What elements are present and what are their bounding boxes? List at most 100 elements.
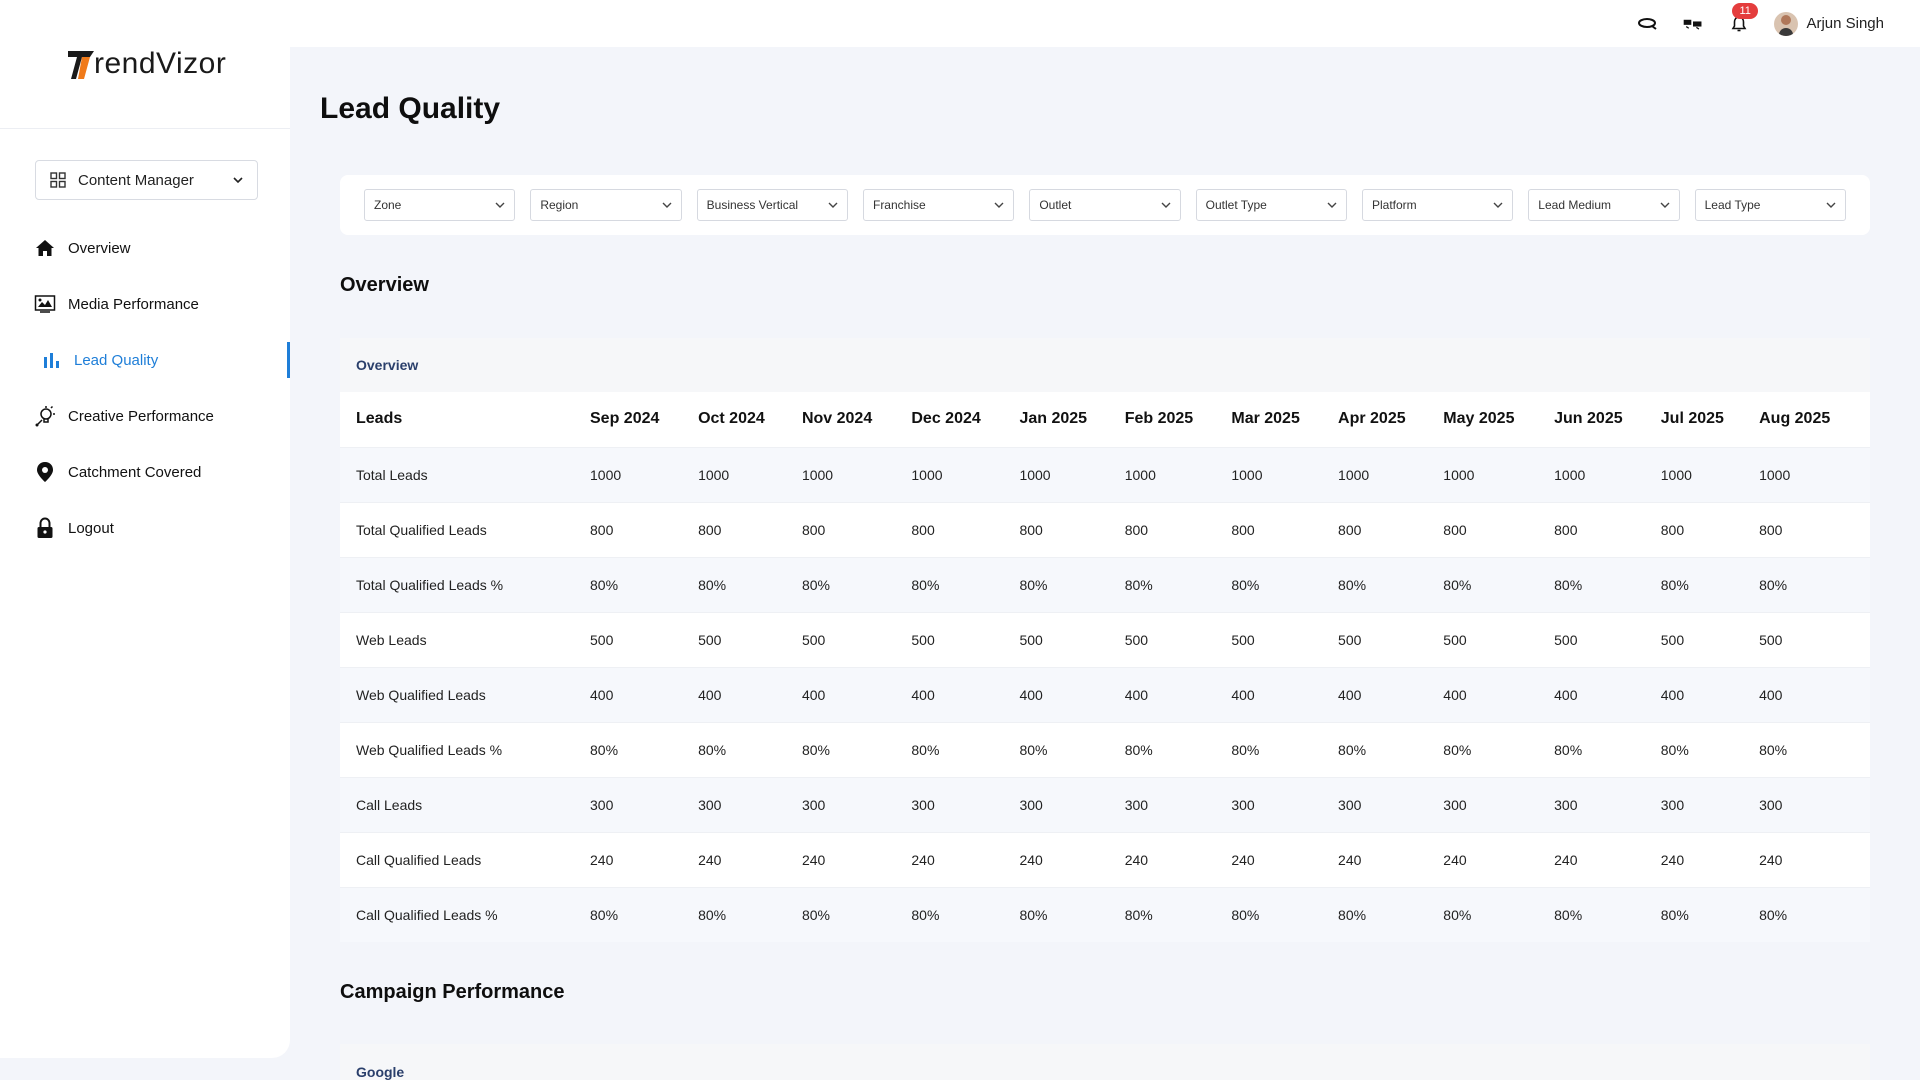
logo-area: rendVizor	[0, 0, 290, 129]
sidebar-item-overview[interactable]: Overview	[0, 220, 290, 276]
filter-platform[interactable]: Platform	[1361, 189, 1514, 221]
table-cell: 80%	[698, 556, 802, 612]
filter-lead-medium[interactable]: Lead Medium	[1528, 189, 1680, 221]
column-header: Oct 2024	[698, 392, 802, 447]
table-row: Web Leads 500 500 500 500 500 500 500 500 500 500 5…	[340, 611, 1870, 667]
table-cell: 400	[590, 666, 699, 722]
table-cell: 400	[1759, 666, 1870, 722]
chevron-down-icon	[828, 202, 838, 208]
overview-card: Overview Leads Sep 2024 Oct 2024 Nov 202…	[340, 338, 1870, 942]
row-label: Call Qualified Leads %	[340, 886, 590, 942]
table-header-row: Leads Sep 2024 Oct 2024 Nov 2024 Dec 202…	[340, 392, 1870, 447]
table-cell: 240	[1554, 831, 1661, 887]
table-cell: 500	[1019, 611, 1125, 667]
filter-business-vertical[interactable]: Business Vertical	[696, 189, 848, 221]
table-cell: 80%	[698, 721, 802, 777]
table-cell: 800	[1338, 501, 1444, 557]
table-cell: 240	[1124, 831, 1232, 887]
table-cell: 80%	[590, 721, 699, 777]
table-cell: 80%	[1443, 886, 1555, 942]
table-cell: 240	[1338, 831, 1444, 887]
sidebar-item-creative-performance[interactable]: Creative Performance	[0, 388, 290, 444]
table-cell: 300	[590, 776, 699, 832]
chevron-down-icon	[1660, 202, 1670, 208]
column-header: Leads	[340, 392, 590, 447]
avatar	[1774, 11, 1799, 36]
row-label: Call Leads	[340, 776, 590, 832]
top-bar: 11 Arjun Singh	[290, 0, 1920, 47]
table-cell: 300	[1554, 776, 1661, 832]
filter-zone[interactable]: Zone	[364, 189, 516, 221]
filters-bar: Zone Region Business Vertical Franchise …	[340, 175, 1870, 235]
table-cell: 800	[1554, 501, 1661, 557]
table-cell: 1000	[911, 446, 1020, 502]
table-cell: 80%	[590, 886, 699, 942]
row-label: Web Qualified Leads	[340, 666, 590, 722]
table-cell: 500	[1443, 611, 1555, 667]
table-cell: 400	[1443, 666, 1555, 722]
table-cell: 300	[1019, 776, 1125, 832]
location-pin-icon	[34, 461, 56, 483]
table-cell: 1000	[801, 446, 912, 502]
filter-outlet-type[interactable]: Outlet Type	[1195, 189, 1347, 221]
table-cell: 300	[1231, 776, 1339, 832]
table-cell: 300	[1338, 776, 1444, 832]
chevron-down-icon	[994, 202, 1004, 208]
sidebar-item-logout[interactable]: Logout	[0, 500, 290, 556]
table-cell: 400	[698, 666, 802, 722]
grid-icon	[50, 172, 66, 188]
filter-label: Outlet Type	[1205, 198, 1267, 212]
table-cell: 400	[1019, 666, 1125, 722]
table-cell: 800	[911, 501, 1020, 557]
table-cell: 80%	[1759, 721, 1870, 777]
table-cell: 400	[1338, 666, 1444, 722]
lock-icon	[34, 517, 56, 539]
table-cell: 80%	[1231, 556, 1339, 612]
bar-chart-icon	[40, 349, 62, 371]
table-cell: 800	[1759, 501, 1870, 557]
table-cell: 300	[801, 776, 912, 832]
table-cell: 1000	[1443, 446, 1555, 502]
logo-mark-icon	[68, 51, 94, 79]
table-cell: 1000	[1124, 446, 1232, 502]
column-header: Aug 2025	[1759, 392, 1870, 447]
bulb-icon	[34, 405, 56, 427]
table-cell: 240	[1759, 831, 1870, 887]
devices-icon[interactable]	[1682, 13, 1704, 35]
table-cell: 80%	[698, 886, 802, 942]
table-cell: 80%	[1660, 721, 1760, 777]
chevron-down-icon	[495, 202, 505, 208]
content-manager-dropdown[interactable]: Content Manager	[35, 160, 258, 200]
filter-label: Region	[540, 198, 579, 212]
search-icon[interactable]	[1636, 13, 1658, 35]
sidebar-item-catchment-covered[interactable]: Catchment Covered	[0, 444, 290, 500]
sidebar-item-media-performance[interactable]: Media Performance	[0, 276, 290, 332]
sidebar-nav: Overview Media Performance Lead Quality …	[0, 220, 290, 556]
logo[interactable]: rendVizor	[68, 47, 226, 81]
column-header: Dec 2024	[911, 392, 1020, 447]
table-row: Total Qualified Leads 800 800 800 800 800 800 8…	[340, 501, 1870, 557]
table-row: Call Leads 300 300 300 300 300 300 300 300 300 300…	[340, 776, 1870, 832]
table-cell: 300	[1124, 776, 1232, 832]
sidebar-item-lead-quality[interactable]: Lead Quality	[0, 332, 290, 388]
table-cell: 300	[1660, 776, 1760, 832]
user-menu[interactable]: Arjun Singh	[1774, 11, 1884, 36]
notifications-button[interactable]: 11	[1728, 2, 1758, 35]
chevron-down-icon	[1826, 202, 1836, 208]
chevron-down-icon	[233, 177, 243, 184]
filter-label: Franchise	[872, 198, 926, 212]
filter-outlet[interactable]: Outlet	[1029, 189, 1181, 221]
chevron-down-icon	[1327, 202, 1337, 208]
table-cell: 240	[1231, 831, 1339, 887]
filter-region[interactable]: Region	[530, 189, 682, 221]
filter-lead-type[interactable]: Lead Type	[1694, 189, 1846, 221]
row-label: Total Qualified Leads %	[340, 556, 590, 612]
logo-text: rendVizor	[94, 47, 227, 80]
filter-franchise[interactable]: Franchise	[862, 189, 1015, 221]
row-label: Total Leads	[340, 446, 590, 502]
table-cell: 500	[590, 611, 699, 667]
filter-label: Zone	[374, 198, 402, 212]
media-icon	[34, 293, 56, 315]
row-label: Web Qualified Leads %	[340, 721, 590, 777]
table-cell: 80%	[1554, 556, 1661, 612]
